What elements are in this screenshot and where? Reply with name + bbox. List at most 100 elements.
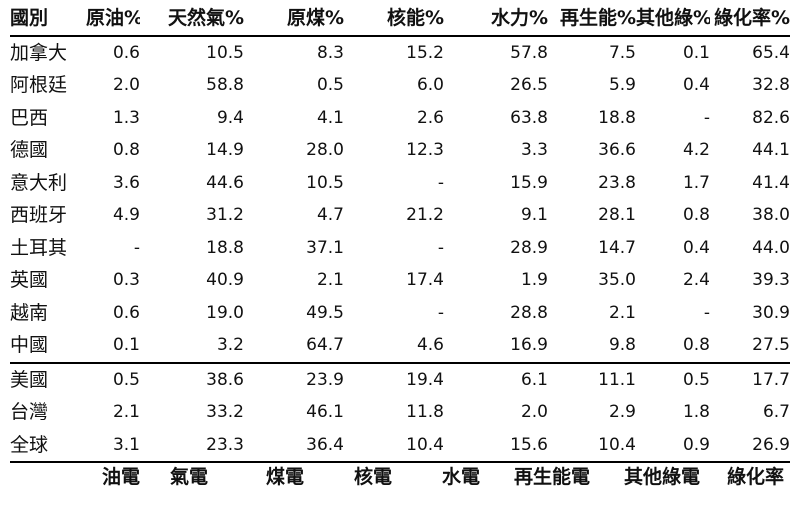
cell-oil: - bbox=[133, 237, 140, 258]
cell-renewable: 7.5 bbox=[608, 42, 636, 63]
cell-renewable: 18.8 bbox=[598, 107, 636, 128]
cell-country: 西班牙 bbox=[10, 204, 68, 227]
cell-renewable: 14.7 bbox=[598, 237, 636, 258]
footer-label-gas-power: 氣電 bbox=[169, 466, 208, 488]
table-row: 中國 0.1 3.2 64.7 4.6 16.9 9.8 0.8 27.5 bbox=[10, 329, 790, 363]
cell-other-green: 0.9 bbox=[682, 434, 710, 455]
cell-renewable: 2.1 bbox=[608, 302, 636, 323]
cell-hydro: 15.6 bbox=[510, 434, 548, 455]
cell-gas: 23.3 bbox=[206, 434, 244, 455]
cell-gas: 14.9 bbox=[206, 140, 244, 161]
cell-country: 阿根廷 bbox=[10, 74, 68, 97]
cell-other-green: 0.5 bbox=[682, 369, 710, 390]
cell-coal: 4.7 bbox=[316, 205, 344, 226]
table-row: 英國 0.3 40.9 2.1 17.4 1.9 35.0 2.4 39.3 bbox=[10, 264, 790, 297]
cell-hydro: 9.1 bbox=[520, 205, 548, 226]
cell-hydro: 6.1 bbox=[520, 369, 548, 390]
cell-hydro: 1.9 bbox=[520, 270, 548, 291]
cell-nuclear: 17.4 bbox=[406, 270, 444, 291]
cell-hydro: 28.8 bbox=[510, 302, 548, 323]
table-row: 德國 0.8 14.9 28.0 12.3 3.3 36.6 4.2 44.1 bbox=[10, 134, 790, 167]
cell-oil: 3.1 bbox=[112, 434, 140, 455]
cell-oil: 0.6 bbox=[112, 302, 140, 323]
cell-renewable: 10.4 bbox=[598, 434, 636, 455]
cell-nuclear: 19.4 bbox=[406, 369, 444, 390]
footer-label-coal-power: 煤電 bbox=[265, 466, 304, 488]
cell-hydro: 2.0 bbox=[520, 402, 548, 423]
cell-coal: 23.9 bbox=[306, 369, 344, 390]
cell-hydro: 26.5 bbox=[510, 75, 548, 96]
cell-country: 意大利 bbox=[10, 171, 68, 194]
cell-coal: 28.0 bbox=[306, 140, 344, 161]
cell-nuclear: 11.8 bbox=[406, 402, 444, 423]
cell-nuclear: 6.0 bbox=[416, 75, 444, 96]
cell-gas: 19.0 bbox=[206, 302, 244, 323]
column-header-country: 國別 bbox=[10, 7, 49, 30]
footer-label-hydro-power: 水電 bbox=[441, 466, 480, 488]
column-header-coal: 原煤% bbox=[286, 7, 344, 30]
cell-other-green: - bbox=[703, 107, 710, 128]
cell-other-green: 0.8 bbox=[682, 335, 710, 356]
cell-nuclear: - bbox=[437, 302, 444, 323]
cell-country: 德國 bbox=[10, 139, 49, 162]
cell-coal: 46.1 bbox=[306, 402, 344, 423]
cell-gas: 31.2 bbox=[206, 205, 244, 226]
cell-coal: 8.3 bbox=[316, 42, 344, 63]
cell-green-rate: 38.0 bbox=[752, 205, 790, 226]
cell-coal: 37.1 bbox=[306, 237, 344, 258]
cell-green-rate: 41.4 bbox=[752, 172, 790, 193]
table-row: 土耳其 - 18.8 37.1 - 28.9 14.7 0.4 44.0 bbox=[10, 232, 790, 265]
cell-gas: 40.9 bbox=[206, 270, 244, 291]
footer-label-nuclear-power: 核電 bbox=[353, 466, 392, 488]
table-row: 西班牙 4.9 31.2 4.7 21.2 9.1 28.1 0.8 38.0 bbox=[10, 199, 790, 232]
table-row: 台灣 2.1 33.2 46.1 11.8 2.0 2.9 1.8 6.7 bbox=[10, 396, 790, 429]
cell-hydro: 57.8 bbox=[510, 42, 548, 63]
cell-nuclear: 2.6 bbox=[416, 107, 444, 128]
cell-oil: 0.8 bbox=[112, 140, 140, 161]
cell-gas: 38.6 bbox=[206, 369, 244, 390]
cell-country: 台灣 bbox=[10, 401, 49, 424]
cell-gas: 3.2 bbox=[216, 335, 244, 356]
cell-coal: 49.5 bbox=[306, 302, 344, 323]
cell-nuclear: - bbox=[437, 172, 444, 193]
footer-label-renewable-power: 再生能電 bbox=[513, 466, 590, 488]
cell-hydro: 3.3 bbox=[520, 140, 548, 161]
column-header-other-green: 其他綠% bbox=[636, 7, 710, 30]
cell-renewable: 5.9 bbox=[608, 75, 636, 96]
footer-label-other-green-power: 其他綠電 bbox=[623, 466, 700, 488]
column-header-nuclear: 核能% bbox=[386, 7, 444, 30]
table-row: 全球 3.1 23.3 36.4 10.4 15.6 10.4 0.9 26.9 bbox=[10, 429, 790, 462]
table-row: 美國 0.5 38.6 23.9 19.4 6.1 11.1 0.5 17.7 bbox=[10, 363, 790, 397]
footer-label-green-rate: 綠化率 bbox=[726, 466, 784, 488]
cell-country: 土耳其 bbox=[10, 236, 68, 259]
cell-hydro: 16.9 bbox=[510, 335, 548, 356]
table-row: 意大利 3.6 44.6 10.5 - 15.9 23.8 1.7 41.4 bbox=[10, 167, 790, 200]
cell-oil: 1.3 bbox=[112, 107, 140, 128]
table-row: 越南 0.6 19.0 49.5 - 28.8 2.1 - 30.9 bbox=[10, 297, 790, 330]
cell-renewable: 9.8 bbox=[608, 335, 636, 356]
cell-country: 中國 bbox=[10, 334, 49, 357]
cell-coal: 2.1 bbox=[316, 270, 344, 291]
cell-green-rate: 27.5 bbox=[752, 335, 790, 356]
cell-oil: 0.5 bbox=[112, 369, 140, 390]
cell-other-green: 0.8 bbox=[682, 205, 710, 226]
table-body: 加拿大 0.6 10.5 8.3 15.2 57.8 7.5 0.1 65.4 阿根廷 2.0 58.… bbox=[10, 36, 790, 462]
cell-oil: 0.6 bbox=[112, 42, 140, 63]
cell-other-green: 4.2 bbox=[682, 140, 710, 161]
cell-country: 全球 bbox=[10, 433, 49, 456]
cell-coal: 4.1 bbox=[316, 107, 344, 128]
table-row: 阿根廷 2.0 58.8 0.5 6.0 26.5 5.9 0.4 32.8 bbox=[10, 69, 790, 102]
cell-coal: 36.4 bbox=[306, 434, 344, 455]
cell-country: 越南 bbox=[10, 301, 49, 324]
column-header-renewable: 再生能% bbox=[559, 7, 636, 30]
column-header-green-rate: 綠化率% bbox=[713, 7, 790, 30]
cell-coal: 10.5 bbox=[306, 172, 344, 193]
cell-nuclear: 21.2 bbox=[406, 205, 444, 226]
cell-country: 巴西 bbox=[10, 106, 49, 129]
cell-oil: 3.6 bbox=[112, 172, 140, 193]
cell-other-green: 1.8 bbox=[682, 402, 710, 423]
cell-oil: 0.1 bbox=[112, 335, 140, 356]
cell-renewable: 11.1 bbox=[598, 369, 636, 390]
cell-nuclear: 12.3 bbox=[406, 140, 444, 161]
